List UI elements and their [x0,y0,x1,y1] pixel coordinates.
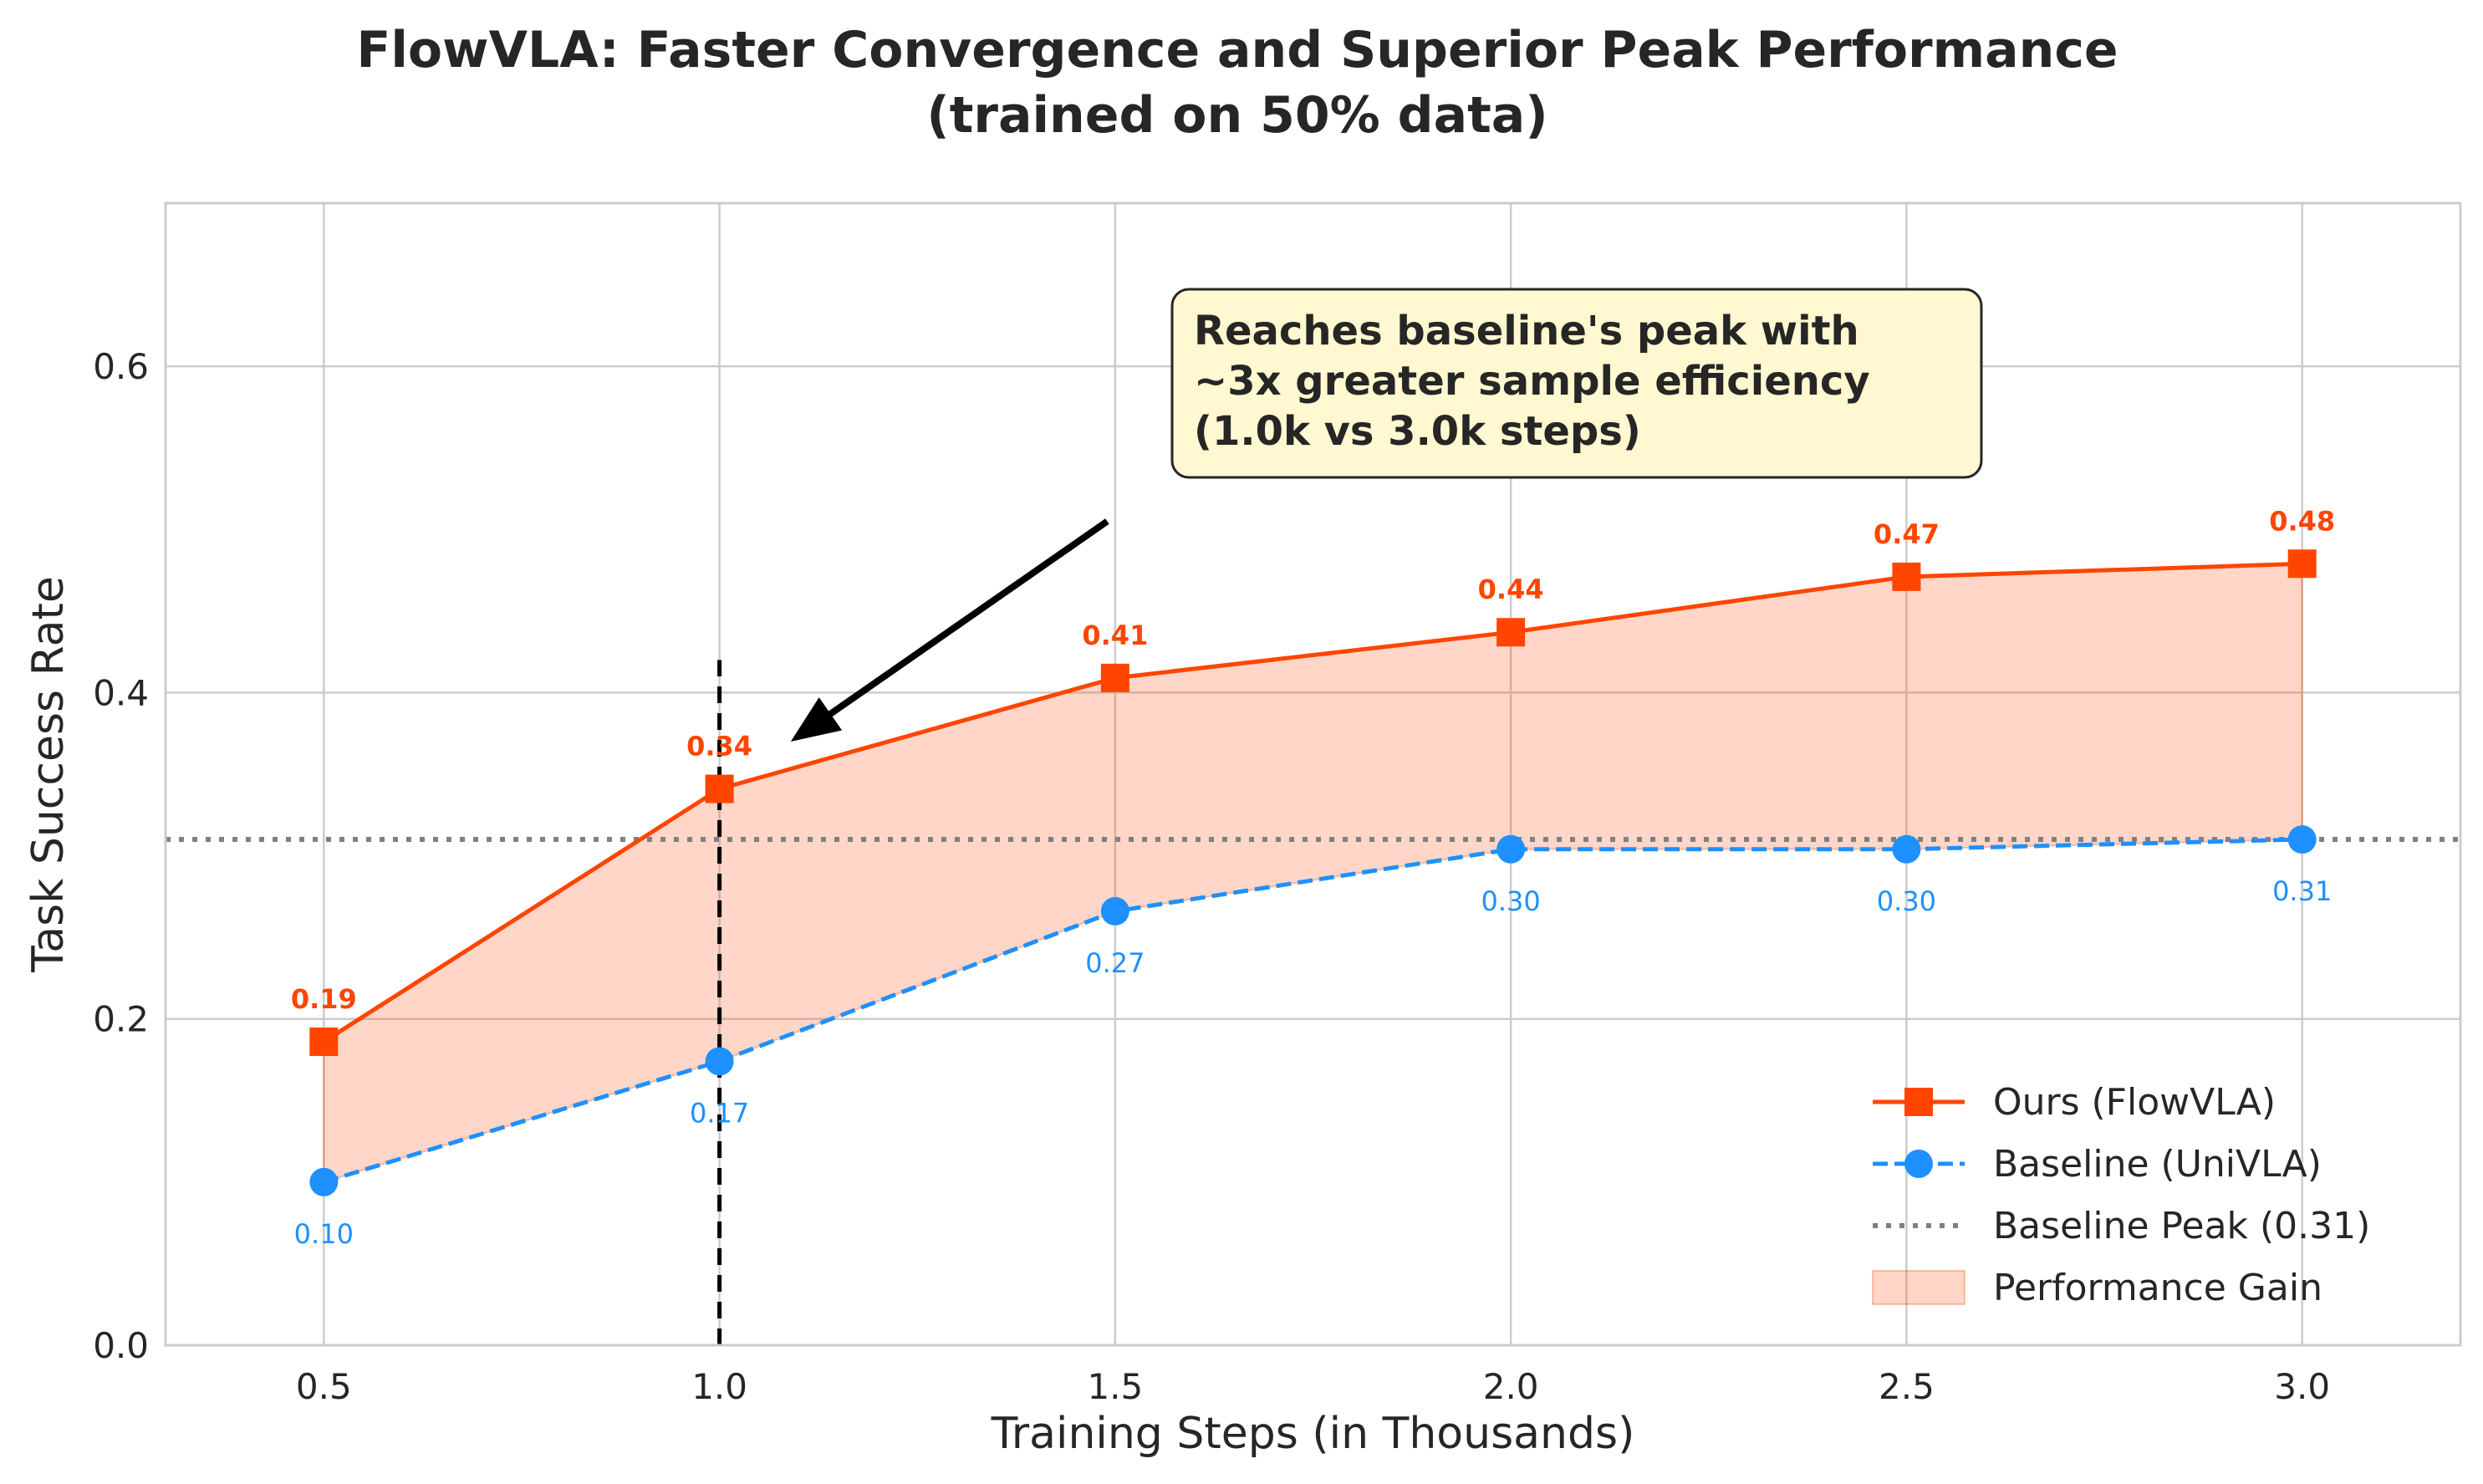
ours-data-label-2: 0.41 [1082,620,1148,651]
ours-data-label-3: 0.44 [1478,574,1544,605]
legend-baseline-label: Baseline (UniVLA) [1993,1143,2322,1186]
annotation: Reaches baseline's peak with ~3x greater… [790,288,1983,742]
ours-point-4 [1892,562,1921,591]
baseline-data-label-2: 0.27 [1085,947,1145,979]
chart-title-line-2: (trained on 50% data) [926,86,1547,145]
baseline-point-1 [705,1047,734,1076]
series-line-0 [322,561,2302,1044]
y-tick-label-1: 0.2 [93,999,149,1040]
plot-border [164,201,2462,1347]
baseline-data-label-4: 0.30 [1877,885,1936,917]
reference-lines [166,660,2460,1345]
series-layer: 0.19 0.34 0.41 0.44 0.47 0.48 0.10 0.17 0.27 0.30… [291,505,2335,1250]
ours-point-3 [1496,618,1526,647]
arrow-head [790,697,843,742]
ours-point-5 [2287,549,2317,579]
ours-data-label-5: 0.48 [2269,505,2335,537]
annotation-box [1170,288,1983,479]
y-axis-label: Task Success Rate [23,576,74,973]
ours-data-label-4: 0.47 [1874,518,1940,550]
baseline-point-4 [1892,834,1921,864]
legend-baseline-marker [1904,1150,1933,1178]
x-tick-label-2: 1.5 [1087,1366,1143,1407]
tick-labels: 0.5 1.0 1.5 2.0 2.5 3.0 0.0 0.2 0.4 0.6 [93,346,2330,1407]
legend-ours-marker [1904,1088,1933,1116]
x-tick-label-1: 1.0 [691,1366,747,1407]
ours-point-2 [1100,663,1129,692]
ours-point-0 [309,1028,339,1057]
annotation-line-2: ~3x greater sample efficiency [1194,358,1870,405]
y-tick-label-0: 0.0 [93,1325,149,1366]
ours-point-1 [705,774,734,803]
baseline-data-label-0: 0.10 [294,1218,354,1250]
series-baseline: 0.10 0.17 0.27 0.30 0.30 0.31 [294,825,2332,1250]
x-axis-label: Training Steps (in Thousands) [991,1409,1635,1459]
chart-title: FlowVLA: Faster Convergence and Superior… [356,21,2118,145]
arrow-shaft [824,518,1109,720]
series-ours: 0.19 0.34 0.41 0.44 0.47 0.48 [291,505,2335,1057]
legend-peak-label: Baseline Peak (0.31) [1993,1205,2370,1247]
annotation-line-3: (1.0k vs 3.0k steps) [1194,408,1641,455]
baseline-data-label-5: 0.31 [2272,875,2332,907]
baseline-point-2 [1100,896,1129,926]
x-tick-label-3: 2.0 [1483,1366,1539,1407]
baseline-point-5 [2287,825,2317,854]
x-tick-label-5: 3.0 [2274,1366,2330,1407]
x-tick-label-0: 0.5 [296,1366,352,1407]
legend-gain-label: Performance Gain [1993,1267,2322,1309]
baseline-point-0 [309,1167,339,1196]
axes-frame [164,201,2462,1347]
baseline-point-3 [1496,834,1526,864]
y-tick-label-3: 0.6 [93,346,149,387]
legend-gain-swatch [1872,1270,1965,1305]
annotation-arrow [790,518,1109,742]
ours-data-label-0: 0.19 [291,983,357,1015]
legend-ours-label: Ours (FlowVLA) [1993,1081,2276,1124]
baseline-data-label-3: 0.30 [1481,885,1541,917]
legend: Ours (FlowVLA) Baseline (UniVLA) Baseline … [1872,1081,2370,1309]
baseline-data-label-1: 0.17 [690,1097,749,1129]
ours-data-label-1: 0.34 [686,731,752,762]
annotation-line-1: Reaches baseline's peak with [1194,308,1859,354]
y-tick-label-2: 0.4 [93,672,149,713]
x-tick-label-4: 2.5 [1879,1366,1935,1407]
series-line-1 [323,837,2302,1185]
chart-title-line-1: FlowVLA: Faster Convergence and Superior… [356,21,2118,79]
